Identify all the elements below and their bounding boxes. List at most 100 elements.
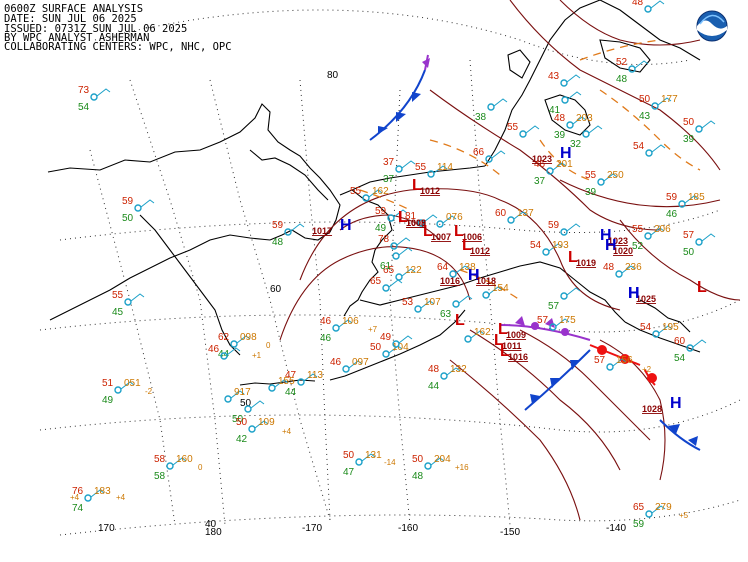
station-circle	[615, 270, 623, 278]
high-pressure-center: H	[628, 285, 640, 302]
pressure-center-letter: H	[600, 227, 612, 244]
station-34: 46 37 201	[534, 159, 573, 187]
station-circle	[134, 204, 142, 212]
station-circle	[427, 170, 435, 178]
wind-barb	[433, 165, 448, 174]
wind-barb	[401, 268, 416, 277]
pressure-center-value: 1009	[406, 218, 426, 228]
station-circle	[166, 462, 174, 470]
station-pressure: 193	[552, 240, 569, 251]
station-temperature: 50	[370, 342, 382, 353]
station-28: 53 107	[402, 297, 441, 313]
wind-barb	[388, 279, 403, 288]
station-circle	[482, 291, 490, 299]
station-pressure: 131	[365, 450, 382, 461]
station-dewpoint: 44	[285, 387, 297, 398]
station-temperature: 50	[412, 454, 424, 465]
pressure-center-letter: H	[628, 285, 640, 302]
station-dewpoint: 50	[683, 247, 695, 258]
grid-label-lon-m160: -160	[398, 523, 418, 534]
station-circle	[230, 340, 238, 348]
pressure-center-letter: L	[398, 209, 408, 226]
station-circle	[392, 340, 400, 348]
station-circle	[644, 5, 652, 13]
station-temperature: 50	[236, 417, 248, 428]
station-53: 52 48	[616, 57, 649, 85]
station-dewpoint: 41	[549, 105, 561, 116]
station-circle	[395, 165, 403, 173]
station-circle	[114, 386, 122, 394]
wind-barb	[420, 300, 435, 309]
wind-barb	[361, 453, 376, 462]
pressure-center-letter: L	[568, 249, 578, 266]
wind-barb	[684, 195, 699, 204]
pressure-center-value: 1012	[470, 246, 490, 256]
station-circle	[519, 130, 527, 138]
pressure-center-letter: H	[560, 145, 572, 162]
station-dewpoint: 74	[72, 503, 84, 514]
wind-barb	[446, 367, 461, 376]
station-39: 55 39 250	[585, 170, 624, 198]
station-dewpoint: 49	[102, 395, 114, 406]
station-temperature: 55	[415, 162, 427, 173]
station-pressure: 122	[405, 265, 422, 276]
pressure-tendency: -2	[145, 387, 153, 396]
station-circle	[342, 365, 350, 373]
station-temperature: 55	[585, 170, 597, 181]
analysis-title: 0600Z SURFACE ANALYSIS	[4, 3, 144, 15]
grid-label-lon-170: 170	[98, 523, 115, 534]
station-circle	[284, 228, 292, 236]
station-54: 43	[548, 71, 581, 87]
high-pressure-center: H 1016	[440, 267, 480, 286]
station-temperature: 73	[78, 85, 90, 96]
station-temperature: 48	[428, 364, 440, 375]
wind-barb	[226, 347, 241, 356]
station-20: 50 48 204	[412, 454, 451, 482]
low-pressure-center: L	[697, 279, 707, 296]
station-temperature: 53	[402, 297, 414, 308]
coastlines	[47, 0, 701, 386]
siberia-coast	[47, 103, 341, 321]
pressure-tendency: +1	[252, 351, 262, 360]
station-circle	[546, 167, 554, 175]
pressure-center-letter: H	[605, 237, 617, 254]
station-circle	[606, 363, 614, 371]
station-pressure: 051	[124, 378, 141, 389]
station-dewpoint: 39	[554, 130, 566, 141]
station-pressure: 204	[434, 454, 451, 465]
pressure-tendency: +4	[70, 493, 80, 502]
station-58: 32	[570, 125, 603, 150]
wind-barb	[658, 325, 673, 334]
station-pressure: 137	[517, 208, 534, 219]
station-51: 50 39	[683, 117, 716, 145]
wind-barb	[491, 150, 506, 159]
station-5: 46	[208, 344, 241, 360]
troughs	[359, 39, 701, 301]
station-temperature: 54	[640, 322, 652, 333]
pressure-center-letter: L	[494, 332, 504, 349]
wind-barb	[621, 265, 636, 274]
station-pressure: 917	[234, 387, 251, 398]
low-pressure-center: L	[455, 312, 465, 329]
station-pressure: 097	[352, 357, 369, 368]
station-dewpoint: 50	[232, 414, 244, 425]
station-dewpoint: 37	[534, 176, 546, 187]
ak-panhandle	[639, 299, 691, 333]
wind-barb	[488, 286, 503, 295]
pressure-center-value: 1016	[508, 352, 528, 362]
station-pressure: 114	[437, 162, 453, 173]
yukon-coast	[599, 0, 701, 61]
pressure-center-value: 1016	[440, 276, 460, 286]
wind-barb	[525, 125, 540, 134]
pressure-center-value: 1019	[576, 258, 596, 268]
station-49: 65 59 279	[633, 502, 672, 530]
